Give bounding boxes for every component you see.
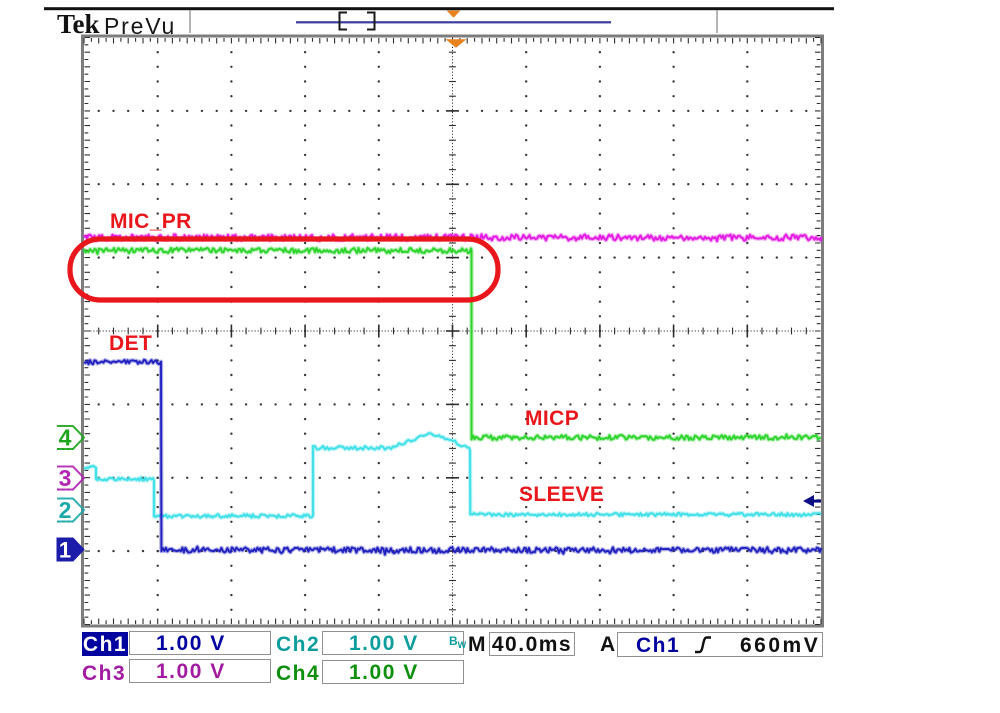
svg-text:4: 4 xyxy=(59,425,72,451)
svg-text:2: 2 xyxy=(59,497,72,523)
svg-text:1: 1 xyxy=(59,538,71,563)
svg-text:3: 3 xyxy=(59,465,72,491)
